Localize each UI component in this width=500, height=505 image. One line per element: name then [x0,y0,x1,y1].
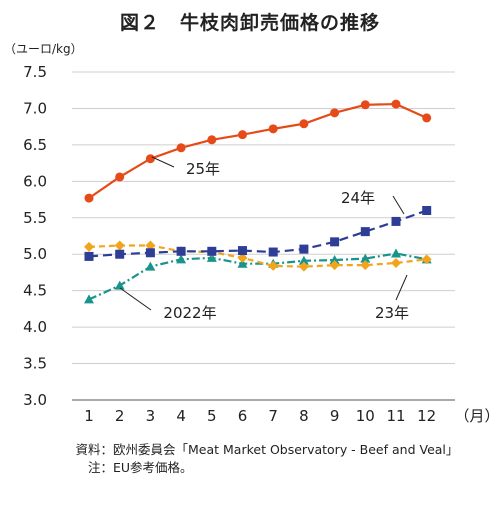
note-text: EU参考価格。 [113,460,193,475]
y-axis-unit-label: （ユーロ/kg） [4,42,83,56]
data-point [114,280,125,290]
series-2022年 [84,248,432,304]
data-point [360,227,370,237]
data-point [238,130,247,140]
data-point [115,249,125,259]
series-label: 24年 [341,189,375,207]
data-point [391,257,401,268]
data-point [422,205,432,215]
data-point [360,253,371,263]
data-point [206,252,217,262]
x-tick-label: 7 [268,407,278,425]
y-tick-label: 7.0 [23,99,47,117]
data-point [330,237,340,247]
series-24年 [84,205,432,261]
series-line [88,252,427,301]
leader-line [395,274,408,301]
axes: 3.03.54.04.55.05.56.06.57.07.51 2 3 4 5 6 7 8 9 1… [23,63,499,425]
series-line [88,244,427,268]
data-point [145,154,155,164]
source-label: 資料： [75,442,113,457]
price-line-chart: 3.03.54.04.55.05.56.06.57.07.51 2 3 4 5 6 7 8 9 1… [23,63,499,425]
series-label: 23年 [375,304,409,322]
data-point [207,246,217,256]
data-point [84,193,94,203]
leader-line [392,195,405,215]
y-tick-label: 6.5 [23,136,47,154]
data-point [145,240,156,251]
leader-line [151,156,175,168]
data-point [299,244,309,254]
data-point [422,113,432,123]
data-point [145,261,156,271]
y-tick-label: 4.0 [23,318,47,336]
data-point [329,260,340,271]
series-label: 25年 [186,160,220,178]
x-tick-label: 4 [176,407,186,425]
y-tick-label: 3.5 [23,355,47,373]
leader-line [119,287,152,311]
data-point [391,248,401,258]
x-tick-label: 1 [84,407,94,425]
data-point [360,260,371,271]
data-point [421,254,432,265]
series-line [88,102,428,200]
series-lines [84,99,432,304]
x-tick-label: 12 [417,407,436,425]
data-point [268,247,278,257]
x-tick-label: 3 [146,407,156,425]
x-tick-label: 5 [207,407,217,425]
data-point [299,119,309,129]
x-tick-label: 10 [356,407,375,425]
data-point [84,241,94,252]
y-tick-label: 4.5 [23,282,47,300]
x-tick-label: 2 [115,407,125,425]
data-point [237,252,248,263]
data-point [238,246,247,256]
source-text: 欧州委員会「Meat Market Observatory - Beef and… [113,442,459,457]
data-point [391,216,401,226]
data-point [176,143,186,153]
data-point [268,124,278,134]
note-label: 注： [87,460,113,475]
series-25年 [84,99,432,203]
x-tick-label: 9 [330,407,340,425]
series-label: 2022年 [163,304,216,322]
x-tick-label: 6 [238,407,248,425]
x-tick-label: 11 [386,407,405,425]
data-point [268,260,279,271]
chart-title: 図２ 牛枝肉卸売価格の推移 [119,12,380,34]
gridlines [72,71,455,365]
x-tick-label: 8 [299,407,309,425]
data-point [115,172,125,182]
y-tick-label: 5.0 [23,245,47,263]
y-tick-label: 3.0 [23,391,47,409]
y-tick-label: 5.5 [23,209,47,227]
data-point [207,135,217,145]
data-point [145,248,155,258]
data-point [329,255,340,265]
data-point [237,258,248,268]
data-point [84,294,94,304]
x-axis-unit-label: （月） [454,407,499,425]
data-point [360,100,370,110]
data-point [84,251,94,261]
y-tick-label: 6.0 [23,172,47,190]
data-point [298,255,309,265]
series-line [88,209,428,258]
data-point [176,246,186,256]
data-point [176,254,187,264]
y-tick-label: 7.5 [23,63,47,81]
series-annotations: 2022年 23年 24年 25年 [119,156,409,322]
data-point [330,108,340,118]
chart-notes: 資料： 欧州委員会「Meat Market Observatory - Beef… [57,441,500,477]
data-point [391,99,401,109]
data-point [298,261,309,272]
data-point [114,240,125,251]
